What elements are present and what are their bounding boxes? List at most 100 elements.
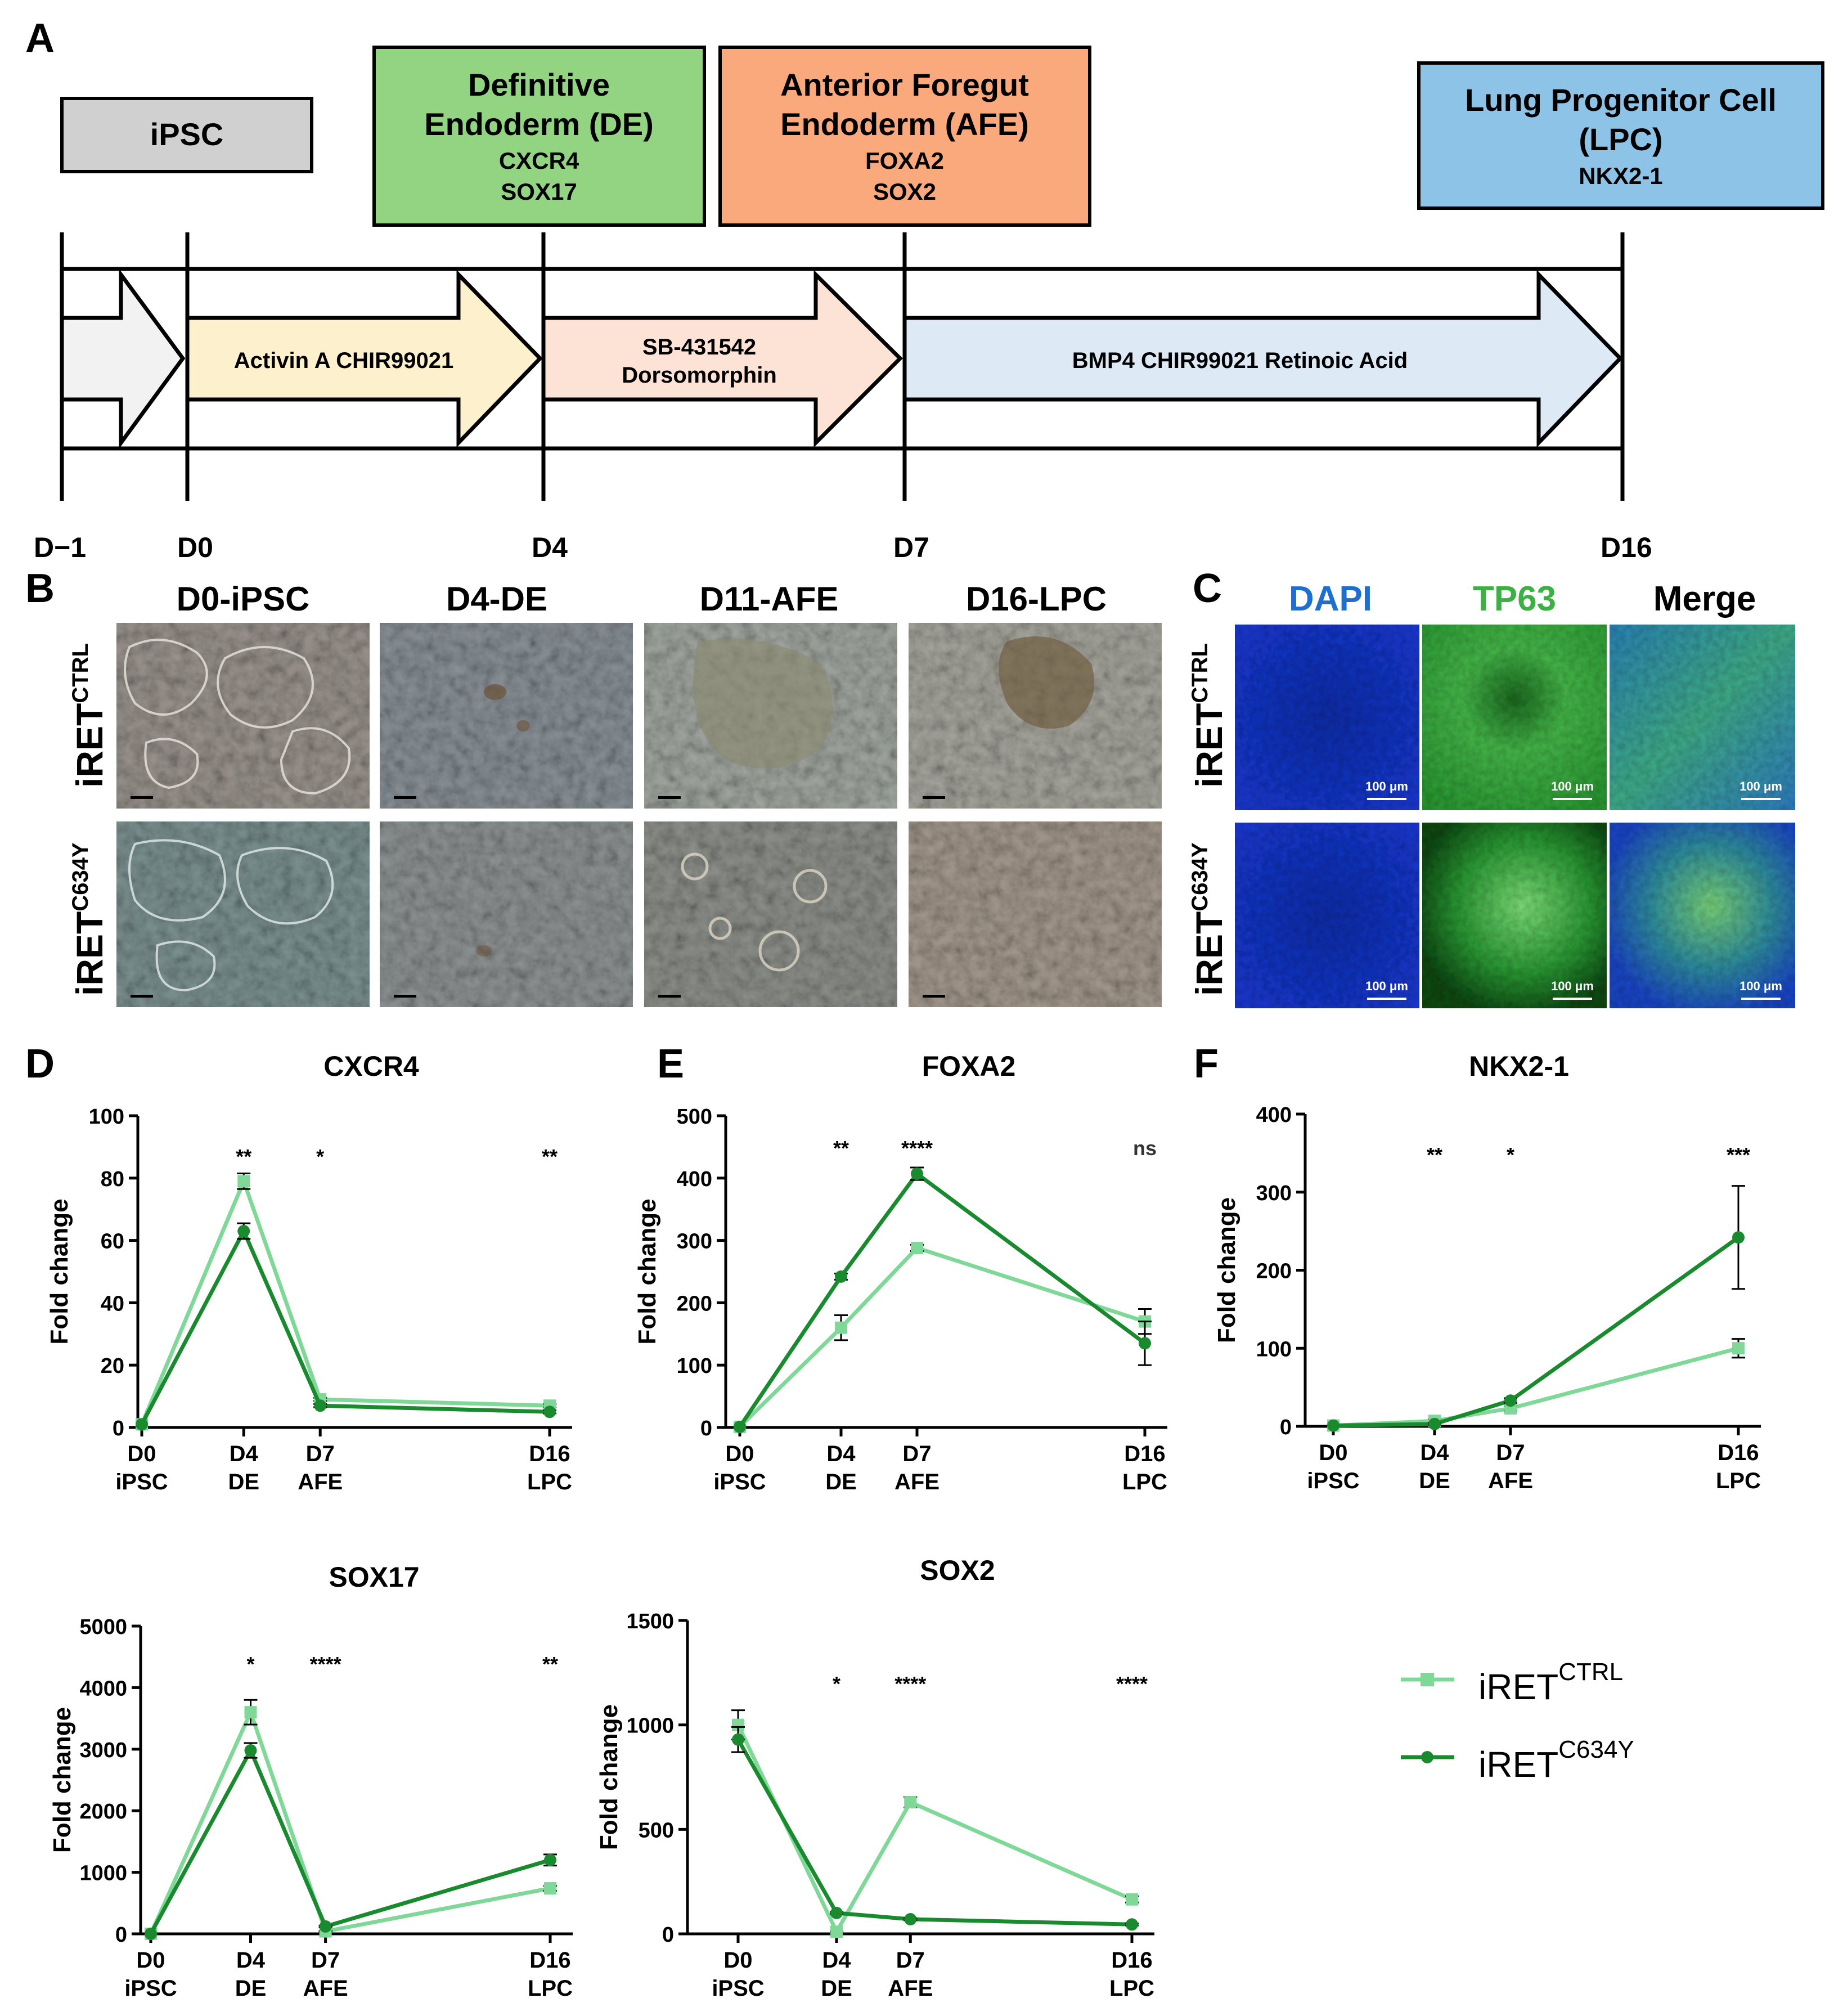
x-tick-label: DE <box>1419 1469 1450 1493</box>
x-tick-label: LPC <box>1109 1976 1154 2001</box>
day-label: D0 <box>177 532 213 563</box>
series-line <box>149 1748 551 1935</box>
series-ctrl <box>734 1241 1152 1433</box>
x-tick-label: D4 <box>822 1948 851 1973</box>
x-tick-label: D16 <box>1124 1442 1165 1466</box>
stage-title: Anterior Foregut <box>780 67 1029 102</box>
legend-item-ctrl: iRETCTRL <box>1401 1658 1623 1707</box>
x-tick-label: D4 <box>236 1948 266 1973</box>
y-tick-label: 4000 <box>79 1677 127 1700</box>
data-point <box>1139 1337 1151 1350</box>
day-label: D4 <box>532 532 568 563</box>
series-line <box>149 1710 551 1935</box>
significance-mark: **** <box>1116 1672 1148 1695</box>
data-point <box>830 1925 843 1938</box>
significance-mark: ** <box>236 1145 251 1168</box>
stage-title: Definitive <box>468 67 610 102</box>
x-tick-label: AFE <box>894 1470 940 1494</box>
series-ctrl <box>136 1172 556 1431</box>
day-label: D7 <box>893 532 929 563</box>
line-charts: CXCR4 Fold change 0 20 40 60 80 100 D0 iPSC D4 DE D7… <box>46 1050 1761 2001</box>
day-labels: D−1 D0 D4 D7 D16 <box>34 532 1652 563</box>
stage-marker: NKX2-1 <box>1579 163 1662 189</box>
x-tick-label: LPC <box>528 1976 573 2001</box>
series-c634y <box>734 1166 1152 1433</box>
chart-foxa2: FOXA2 Fold change 0 100 200 300 400 500 D0 iPSC D4… <box>633 1050 1167 1494</box>
data-point <box>1126 1893 1138 1906</box>
stage-box-afe <box>718 46 1091 227</box>
data-point <box>835 1270 847 1283</box>
scale-bars: 100 μm 100 μm 100 μm 100 μm 100 μm 100 μ… <box>1365 779 1782 1000</box>
data-point <box>734 1420 746 1433</box>
arrow-de <box>185 270 543 448</box>
data-point <box>244 1744 257 1757</box>
scale-bar-label: 100 μm <box>1551 979 1594 993</box>
column-label: D11-AFE <box>700 580 839 618</box>
x-tick-label: D16 <box>1111 1948 1152 1973</box>
y-tick-label: 500 <box>677 1105 712 1129</box>
x-tick-label: DE <box>235 1976 267 2001</box>
stage-title: Endoderm (DE) <box>424 106 654 142</box>
x-tick-label: D0 <box>1319 1440 1347 1465</box>
image-dapi-c634y <box>1235 823 1419 1008</box>
series-c634y <box>1327 1185 1745 1432</box>
data-point <box>319 1920 332 1933</box>
x-tick-label: LPC <box>1122 1470 1167 1494</box>
y-tick-label: 80 <box>101 1168 124 1191</box>
data-point <box>732 1718 744 1731</box>
y-tick-label: 0 <box>662 1923 674 1947</box>
y-tick-label: 100 <box>89 1105 124 1129</box>
y-tick-label: 0 <box>115 1923 127 1947</box>
brightfield-row-labels: iRETCTRL iRETC634Y <box>68 643 110 996</box>
y-tick-label: 1000 <box>79 1862 127 1885</box>
series-c634y <box>136 1222 556 1431</box>
x-tick-label: AFE <box>303 1976 348 2001</box>
significance-mark: **** <box>310 1653 341 1676</box>
x-tick-label: DE <box>825 1470 857 1494</box>
x-tick-label: D7 <box>1496 1440 1525 1465</box>
x-tick-label: D7 <box>311 1948 340 1973</box>
y-axis-label: Fold change <box>595 1704 623 1850</box>
x-tick-label: D16 <box>529 1442 570 1466</box>
row-label-c634y: iRETC634Y <box>1188 842 1230 996</box>
stage-box-ipsc <box>60 97 313 173</box>
chart-nkx2-1: NKX2-1 Fold change 0 100 200 300 400 D0 iPSC D4 DE… <box>1213 1050 1761 1493</box>
data-point <box>1327 1419 1339 1432</box>
y-tick-label: 1000 <box>626 1714 674 1738</box>
x-tick-label: iPSC <box>712 1976 764 2001</box>
series-line <box>1333 1236 1740 1428</box>
data-point <box>543 1406 556 1418</box>
micrograph-c634y-d0 <box>116 821 370 1007</box>
stage-marker: SOX2 <box>873 178 936 205</box>
series-line <box>140 1179 550 1425</box>
y-axis-label: Fold change <box>46 1198 73 1344</box>
image-merge-ctrl <box>1610 625 1795 810</box>
legend: iRETCTRL iRETC634Y <box>1401 1658 1634 1785</box>
series-line <box>1333 1346 1739 1428</box>
panel-label-a: A <box>25 16 55 61</box>
significance-mark: **** <box>894 1672 926 1695</box>
stage-box-de <box>372 46 706 227</box>
data-point <box>1504 1394 1517 1407</box>
image-tp63-c634y <box>1422 823 1607 1008</box>
x-tick-label: iPSC <box>1307 1469 1359 1493</box>
panel-label-c: C <box>1193 566 1222 611</box>
x-tick-label: AFE <box>298 1470 343 1494</box>
y-axis-label: Fold change <box>1213 1197 1240 1343</box>
image-merge-c634y <box>1610 823 1795 1008</box>
micrograph-c634y-d16 <box>909 821 1162 1007</box>
stage-title: Endoderm (AFE) <box>780 106 1029 142</box>
series-ctrl <box>145 1699 557 1940</box>
x-tick-label: D4 <box>230 1442 259 1466</box>
x-tick-label: LPC <box>1716 1469 1761 1493</box>
scale-bar-label: 100 μm <box>1739 779 1782 793</box>
chart-sox2: SOX2 Fold change 0 500 1000 1500 D0 iPSC D4 DE D7 A… <box>595 1555 1154 2001</box>
x-tick-label: AFE <box>888 1976 933 2001</box>
y-tick-label: 20 <box>101 1354 124 1378</box>
panel-label-f: F <box>1194 1041 1219 1086</box>
data-point <box>314 1399 327 1412</box>
chart-cxcr4: CXCR4 Fold change 0 20 40 60 80 100 D0 iPSC D4 DE D7… <box>46 1050 572 1494</box>
row-label-ctrl: iRETCTRL <box>1188 643 1230 788</box>
series-line <box>738 1246 1146 1429</box>
arrow-label: SB-431542 <box>642 335 756 360</box>
